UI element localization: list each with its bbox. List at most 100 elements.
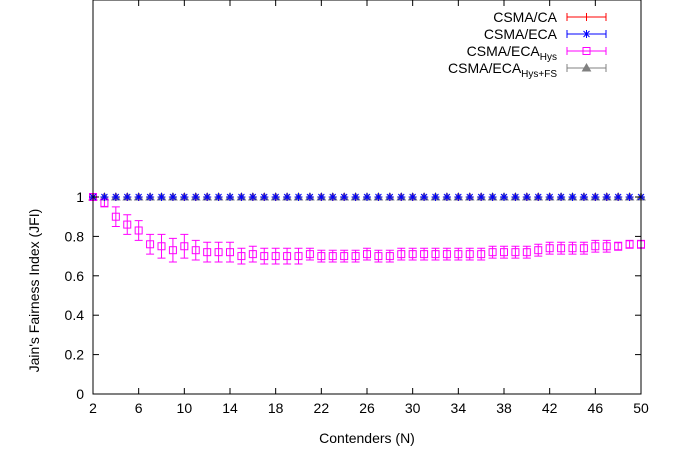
data-point [397,193,406,201]
data-point [305,193,314,201]
error-bar [305,247,314,261]
plot-marks [88,191,646,265]
x-tick-label: 6 [135,400,143,416]
data-point [602,193,611,201]
data-point [591,193,600,201]
data-point [488,193,497,201]
data-point [134,226,143,235]
data-point [248,250,257,259]
error-bar [294,247,303,265]
data-point [363,193,371,201]
error-bar [591,239,600,253]
data-point [534,193,543,201]
data-point [591,242,600,251]
error-bar [442,247,451,261]
legend-label: CSMA/ECAHys [467,43,557,63]
data-point [340,252,349,261]
data-point [226,193,234,201]
data-point [168,193,177,201]
legend-label-main: CSMA/ECA [448,60,522,76]
data-point [511,193,520,201]
data-point [568,244,577,253]
x-tick-label: 14 [222,400,238,416]
x-tick-label: 2 [89,400,97,416]
data-point [614,193,623,201]
x-tick-label: 42 [542,400,558,416]
error-bar [226,241,234,263]
legend-item-4: CSMA/ECAHys+FS [448,60,607,80]
data-point [317,252,326,261]
legend-label-subscript: Hys [540,52,557,63]
error-bar [374,249,383,263]
x-tick-label: 26 [359,400,375,416]
legend-label-main: CSMA/ECA [467,43,541,59]
y-tick-label: 1 [76,189,84,205]
data-point [442,193,451,201]
error-bar [283,247,292,265]
data-point [317,193,326,201]
error-bar [454,247,463,261]
legend-marker [582,30,591,38]
data-point [477,250,486,259]
error-bar [511,245,520,259]
error-bar [134,220,143,241]
legend-line [566,47,607,55]
error-bar [271,247,280,265]
error-bar [579,241,588,255]
data-point [374,252,383,261]
x-axis-label: Contenders (N) [319,430,415,446]
legend-marker [581,62,592,72]
y-tick-label: 0.6 [65,268,85,284]
data-point [442,250,451,259]
data-point [271,193,280,201]
y-axis-label: Jain's Fairness Index (JFI) [26,209,42,373]
error-bar [488,245,497,259]
legend-label-subscript: Hys+FS [521,69,557,80]
data-point [477,193,486,201]
legend-item-1: CSMA/CA [493,9,607,25]
data-point [454,250,463,259]
error-bar [260,247,269,265]
data-point [397,250,406,259]
data-point [385,252,394,261]
data-point [465,250,474,259]
data-point [579,193,588,201]
error-bar [351,249,360,263]
error-bar [363,247,371,261]
x-tick-label: 22 [314,400,330,416]
error-bar [237,247,246,265]
x-tick-label: 18 [268,400,284,416]
data-point [557,244,566,253]
error-bar [614,241,623,251]
error-bar [146,233,155,255]
data-point [420,250,429,259]
error-bar [477,247,486,261]
data-point [191,246,200,255]
data-point [271,252,280,261]
data-point [203,248,212,257]
data-point [191,193,200,201]
error-bar [545,241,554,255]
data-point [500,193,508,201]
data-point [351,252,360,261]
data-point [454,193,463,201]
data-point [237,193,246,201]
data-point [522,193,531,201]
data-point [557,193,566,201]
data-point [568,193,577,201]
series-3 [89,193,645,265]
legend-marker [582,13,591,21]
data-point [157,242,166,251]
data-point [168,246,177,255]
y-tick-label: 0 [76,386,84,402]
data-point [123,193,132,201]
legend-item-2: CSMA/ECA [484,26,607,42]
data-point [100,193,109,201]
data-point [614,242,623,251]
data-point [260,193,269,201]
error-bar [111,206,120,228]
data-point [111,212,120,221]
x-tick-label: 50 [633,400,649,416]
